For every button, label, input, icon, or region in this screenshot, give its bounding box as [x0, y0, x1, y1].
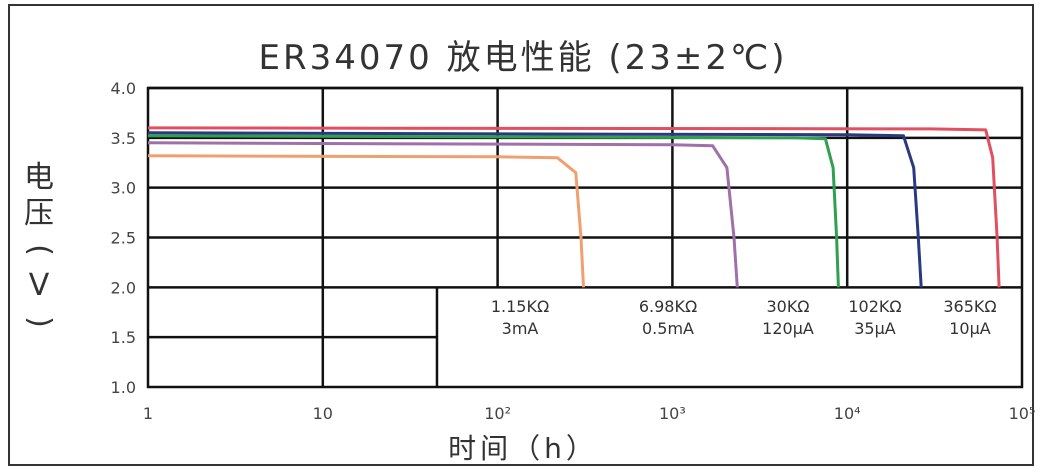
y-tick-label: 1.5 [111, 328, 136, 347]
series-line [147, 134, 840, 288]
y-tick-label: 3.5 [111, 129, 136, 148]
series-annotation-line: 6.98KΩ [639, 297, 697, 316]
y-tick-label: 1.0 [111, 378, 136, 397]
series-annotation-line: 10μA [949, 319, 991, 338]
y-axis-title-char: 压 [24, 196, 54, 231]
y-axis-title-char: 电 [24, 160, 54, 195]
y-tick-label: 4.0 [111, 79, 136, 98]
series-line [147, 131, 923, 288]
series-line [147, 126, 1001, 288]
series-annotation-line: 365KΩ [943, 297, 996, 316]
series-annotation-line: 1.15KΩ [491, 297, 549, 316]
series-annotation: 30KΩ 120μA [762, 297, 814, 338]
series-annotation: 102KΩ 35μA [848, 297, 901, 338]
y-tick-label: 2.0 [111, 278, 136, 297]
y-axis-title-char: V [28, 268, 50, 303]
series-annotation-line: 35μA [854, 319, 896, 338]
series-annotation-line: 0.5mA [642, 319, 694, 338]
y-tick-label: 3.0 [111, 179, 136, 198]
series-annotation-line: 30KΩ [766, 297, 809, 316]
y-axis-title: 电压(V) [22, 160, 57, 340]
series-annotation-line: 120μA [762, 319, 814, 338]
series-line [147, 141, 739, 288]
x-axis-title: 时间（h） [448, 432, 598, 465]
series-annotation-line: 102KΩ [848, 297, 901, 316]
series-annotation: 1.15KΩ 3mA [491, 297, 549, 338]
series-annotation: 365KΩ 10μA [943, 297, 996, 338]
x-tick-label: 10 [313, 404, 333, 423]
x-tick-label: 10³ [659, 404, 686, 423]
chart-title: ER34070 放电性能 (23±2℃) [258, 38, 788, 78]
series-line [147, 154, 585, 288]
x-tick-label: 10⁴ [834, 404, 861, 423]
x-tick-label: 10² [484, 404, 511, 423]
series-annotation: 6.98KΩ 0.5mA [639, 297, 697, 338]
series-annotation-line: 3mA [502, 319, 539, 338]
chart-frame [8, 4, 1034, 466]
y-tick-label: 2.5 [111, 229, 136, 248]
x-tick-label: 1 [143, 404, 153, 423]
x-tick-label: 10⁵ [1009, 404, 1036, 423]
